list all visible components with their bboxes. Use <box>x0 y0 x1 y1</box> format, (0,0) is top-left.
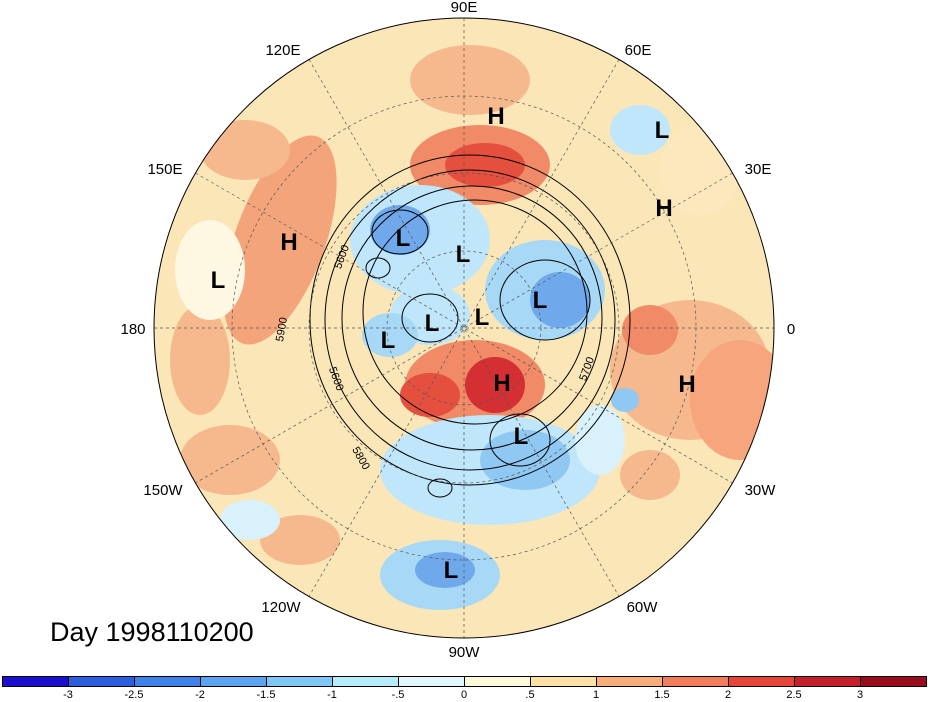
lon-label-90e: 90E <box>451 0 478 16</box>
high-pressure-marker: H <box>655 195 672 222</box>
low-pressure-marker: L <box>533 287 548 314</box>
colorbar-tick-label: 1 <box>592 689 600 701</box>
colorbar-tick-label: 3 <box>856 689 864 701</box>
colorbar-swatch <box>2 676 69 687</box>
pressure-centers: H L H H L L L L L L L H H L L <box>211 103 696 584</box>
lon-label-60w: 60W <box>627 599 659 616</box>
height-contours <box>309 154 631 498</box>
low-pressure-marker: L <box>211 267 226 294</box>
colorbar-swatch <box>200 676 267 687</box>
lon-label-0: 0 <box>787 321 795 338</box>
lon-label-30w: 30W <box>745 482 777 499</box>
colorbar-swatch <box>860 676 927 687</box>
colorbar-swatch <box>728 676 795 687</box>
graticule <box>154 18 774 638</box>
lon-label-30e: 30E <box>745 161 772 178</box>
colorbar-swatch <box>332 676 399 687</box>
low-pressure-marker: L <box>456 241 471 268</box>
high-pressure-marker: H <box>678 371 695 398</box>
high-pressure-marker: H <box>493 370 510 397</box>
colorbar-swatch <box>596 676 663 687</box>
lon-label-120e: 120E <box>265 42 300 59</box>
colorbar-swatch <box>464 676 531 687</box>
low-pressure-marker: L <box>444 557 459 584</box>
colorbar-swatch <box>266 676 333 687</box>
longitude-labels: 90E 60E 30E 0 30W 60W 90W 120W 150W 180 … <box>120 0 795 661</box>
low-pressure-marker: L <box>655 117 670 144</box>
map-border <box>153 17 775 639</box>
colorbar-swatch <box>68 676 135 687</box>
colorbar-swatch <box>530 676 597 687</box>
colorbar-tick-label: 2.5 <box>786 689 802 701</box>
colorbar-tick-label: -.5 <box>391 689 405 701</box>
colorbar-swatch <box>398 676 465 687</box>
colorbar-tick-label: 2 <box>724 689 732 701</box>
low-pressure-marker: L <box>381 327 396 354</box>
low-pressure-marker: L <box>425 310 440 337</box>
colorbar-tick-label: .5 <box>525 689 535 701</box>
colorbar-tick-label: -2 <box>195 689 205 701</box>
colorbar-tick-label: -2.5 <box>124 689 144 701</box>
lon-label-150e: 150E <box>147 161 182 178</box>
colorbar: -3 -2.5 -2 -1.5 -1 -.5 0 .5 1 1.5 2 2.5 3 <box>0 672 928 702</box>
high-pressure-marker: H <box>487 103 504 130</box>
low-pressure-marker: L <box>514 423 529 450</box>
colorbar-tick-label: 1.5 <box>654 689 670 701</box>
colorbar-tick-label: -1.5 <box>256 689 276 701</box>
low-pressure-marker: L <box>396 225 411 252</box>
low-pressure-marker: L <box>475 304 490 331</box>
lon-label-120w: 120W <box>261 599 301 616</box>
colorbar-swatch <box>662 676 729 687</box>
contour-label: 5900 <box>274 316 290 342</box>
day-title: Day 1998110200 <box>50 617 254 647</box>
lon-label-60e: 60E <box>625 42 652 59</box>
colorbar-swatch <box>794 676 861 687</box>
colorbar-swatch <box>134 676 201 687</box>
lon-label-90w: 90W <box>449 644 481 661</box>
anomaly-shading <box>154 18 774 638</box>
colorbar-tick-label: 0 <box>460 689 468 701</box>
lon-label-150w: 150W <box>143 482 183 499</box>
lon-label-180: 180 <box>120 321 145 338</box>
colorbar-tick-label: -3 <box>63 689 73 701</box>
colorbar-tick-label: -1 <box>327 689 337 701</box>
high-pressure-marker: H <box>280 229 297 256</box>
